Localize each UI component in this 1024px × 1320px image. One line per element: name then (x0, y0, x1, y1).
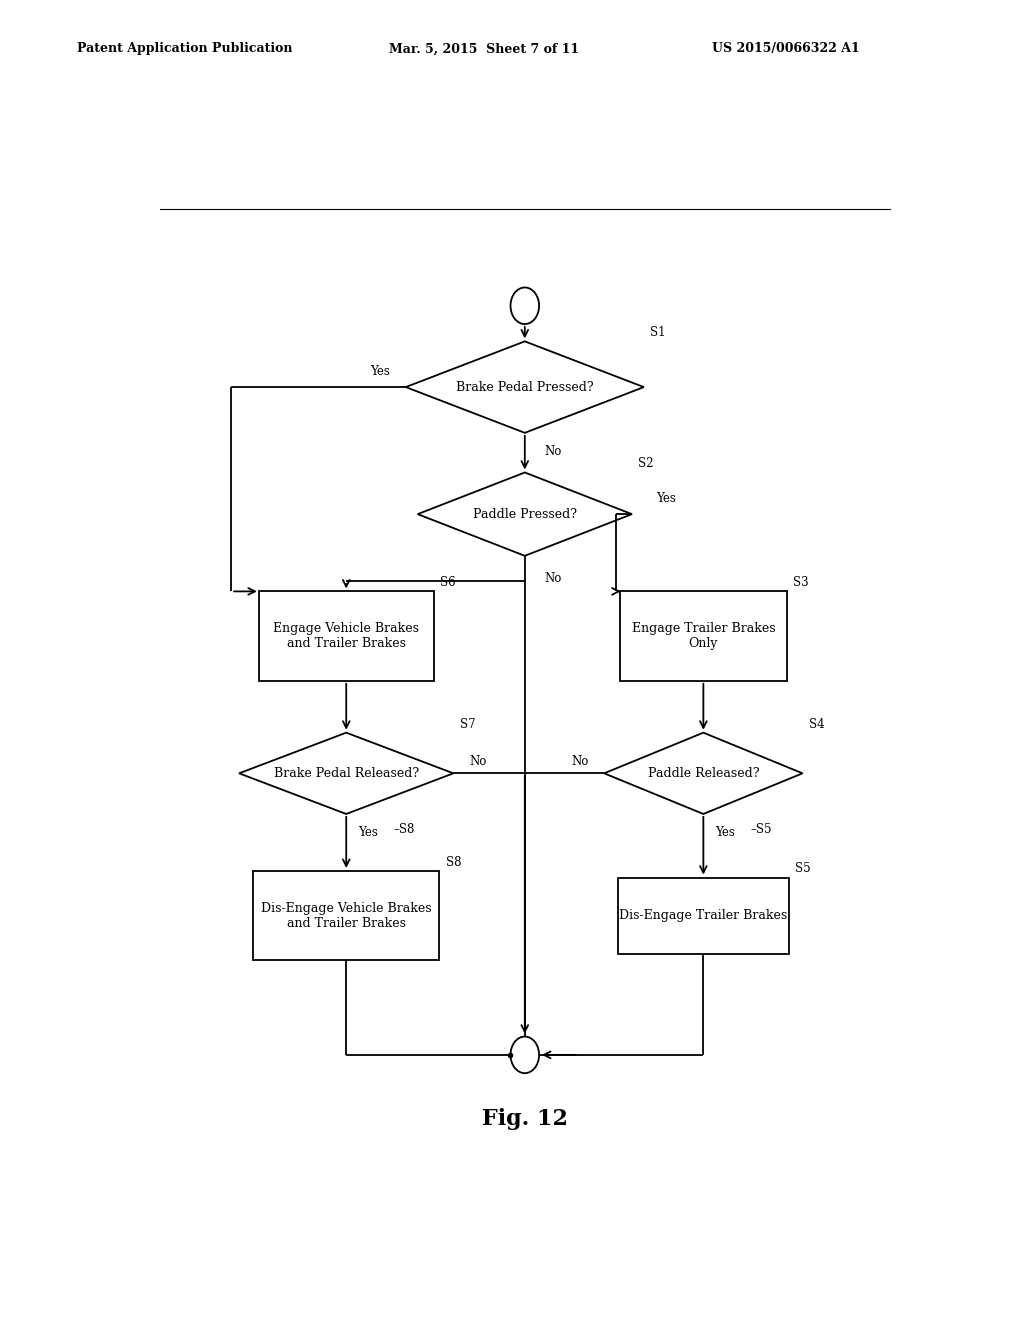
Text: S1: S1 (650, 326, 666, 339)
Text: S6: S6 (440, 577, 456, 589)
Text: S8: S8 (445, 855, 462, 869)
Text: S4: S4 (809, 718, 824, 731)
Bar (259, 591, 433, 681)
Text: Yes: Yes (715, 826, 735, 838)
Text: S5: S5 (795, 862, 811, 875)
Text: Fig. 12: Fig. 12 (482, 1107, 567, 1130)
Text: Brake Pedal Pressed?: Brake Pedal Pressed? (456, 380, 594, 393)
Text: Engage Vehicle Brakes
and Trailer Brakes: Engage Vehicle Brakes and Trailer Brakes (273, 622, 419, 651)
Text: Dis-Engage Vehicle Brakes
and Trailer Brakes: Dis-Engage Vehicle Brakes and Trailer Br… (261, 902, 431, 929)
Text: Yes: Yes (358, 826, 378, 838)
Text: No: No (571, 755, 588, 768)
Bar (253, 871, 439, 961)
Text: Brake Pedal Released?: Brake Pedal Released? (273, 767, 419, 780)
Text: S7: S7 (460, 718, 475, 731)
Text: S3: S3 (793, 577, 809, 589)
Text: Paddle Pressed?: Paddle Pressed? (473, 508, 577, 520)
Text: No: No (545, 445, 562, 458)
Text: US 2015/0066322 A1: US 2015/0066322 A1 (712, 42, 859, 55)
Text: Mar. 5, 2015  Sheet 7 of 11: Mar. 5, 2015 Sheet 7 of 11 (389, 42, 580, 55)
Text: Yes: Yes (370, 366, 390, 379)
Text: No: No (469, 755, 486, 768)
Text: Dis-Engage Trailer Brakes: Dis-Engage Trailer Brakes (620, 909, 787, 923)
Bar (618, 878, 788, 954)
Text: Yes: Yes (655, 492, 676, 506)
Text: No: No (545, 572, 562, 585)
Text: Patent Application Publication: Patent Application Publication (77, 42, 292, 55)
Text: –S5: –S5 (751, 822, 772, 836)
Text: Paddle Released?: Paddle Released? (647, 767, 759, 780)
Bar (620, 591, 786, 681)
Text: Engage Trailer Brakes
Only: Engage Trailer Brakes Only (632, 622, 775, 651)
Text: S2: S2 (638, 458, 653, 470)
Text: –S8: –S8 (394, 822, 415, 836)
